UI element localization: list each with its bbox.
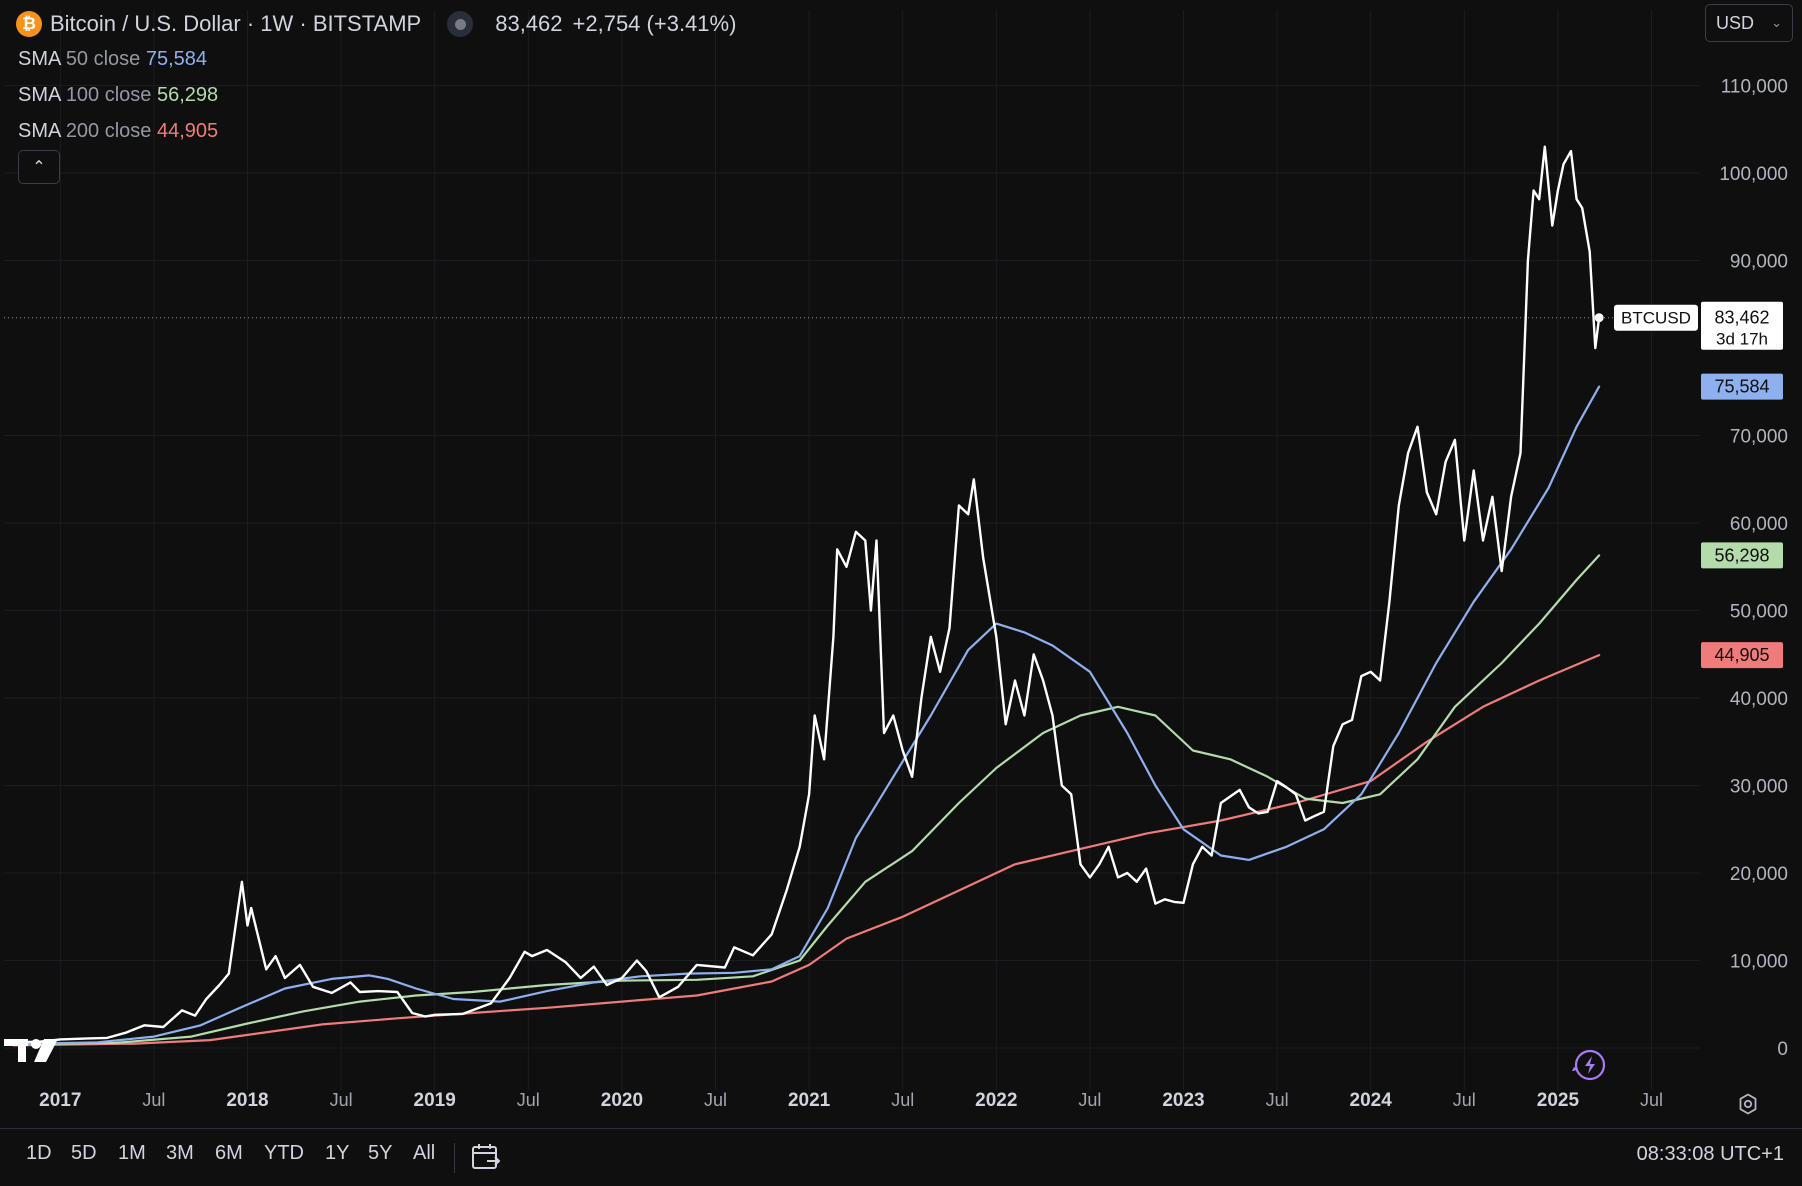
- symbol-title[interactable]: Bitcoin / U.S. Dollar · 1W · BITSTAMP: [50, 11, 422, 36]
- series-line-sma-100: [12, 554, 1601, 1046]
- x-tick-label: Jul: [891, 1090, 914, 1110]
- x-tick-label: 2018: [226, 1090, 268, 1111]
- y-tick-label: 30,000: [1730, 777, 1788, 798]
- y-tick-label: 0: [1777, 1039, 1788, 1060]
- collapse-legend-button[interactable]: ⌃: [18, 150, 60, 184]
- chevron-down-icon: ⌄: [1771, 15, 1782, 30]
- bottom-toolbar: 1D 5D 1M 3M 6M YTD 1Y 5Y All 08:33:08 UT…: [0, 1128, 1802, 1186]
- status-dot-icon: [447, 11, 474, 37]
- legend-value: 44,905: [157, 120, 219, 142]
- x-tick-label: Jul: [1078, 1090, 1101, 1110]
- y-tick-label: 10,000: [1730, 952, 1788, 973]
- x-tick-label: Jul: [1640, 1090, 1663, 1110]
- sma-price-box: [1701, 542, 1783, 569]
- x-tick-label: Jul: [1453, 1090, 1476, 1110]
- x-tick-label: Jul: [517, 1090, 540, 1110]
- x-tick-label: 2020: [601, 1090, 643, 1111]
- series-layer: [12, 145, 1601, 1047]
- legend-value: 75,584: [145, 48, 208, 70]
- x-tick-label: Jul: [330, 1090, 353, 1110]
- y-tick-label: 50,000: [1730, 602, 1788, 623]
- x-tick-label: Jul: [704, 1090, 727, 1110]
- x-tick-label: 2021: [788, 1090, 831, 1111]
- y-tick-label: 20,000: [1730, 864, 1788, 885]
- tradingview-logo-icon[interactable]: [4, 1036, 66, 1066]
- currency-select[interactable]: USD ⌄: [1705, 4, 1793, 42]
- price-chart[interactable]: 0 10,000 20,000 30,000 40,000 50,000 60,000 70,…: [0, 0, 1802, 1130]
- range-button-5d[interactable]: 5D: [71, 1142, 97, 1164]
- y-tick-label: 70,000: [1730, 427, 1788, 448]
- header-change: +2,754 (+3.41%): [572, 11, 737, 36]
- series-line-sma-50: [12, 385, 1601, 1046]
- legend-name: SMA: [18, 84, 61, 106]
- legend-sma-50[interactable]: SMA 50 close 75,584: [18, 48, 207, 71]
- last-price-dot: [1594, 313, 1604, 323]
- legend-value: 56,298: [157, 84, 219, 106]
- bitcoin-icon: ₿: [16, 11, 42, 37]
- symbol-tag: [1614, 304, 1698, 331]
- range-button-all[interactable]: All: [413, 1142, 436, 1164]
- x-tick-label: 2024: [1350, 1090, 1393, 1111]
- x-tick-label: 2023: [1162, 1090, 1204, 1111]
- legend-name: SMA: [18, 120, 61, 142]
- range-button-ytd[interactable]: YTD: [264, 1142, 304, 1164]
- currency-value: USD: [1716, 12, 1755, 33]
- range-button-1d[interactable]: 1D: [26, 1142, 52, 1164]
- x-tick-label: 2025: [1537, 1090, 1580, 1111]
- grid-lines: [4, 10, 1700, 1090]
- x-tick-label: 2017: [39, 1090, 81, 1111]
- range-button-6m[interactable]: 6M: [215, 1142, 243, 1164]
- legend-sma-100[interactable]: SMA 100 close 56,298: [18, 84, 218, 107]
- last-price-box: [1701, 301, 1783, 350]
- series-line-btcusd: [12, 145, 1601, 1044]
- toolbar-divider: [454, 1143, 455, 1173]
- range-button-1y[interactable]: 1Y: [325, 1142, 350, 1164]
- legend-params: 200 close: [65, 120, 152, 142]
- legend-sma-200[interactable]: SMA 200 close 44,905: [18, 120, 218, 143]
- legend-params: 50 close: [65, 48, 141, 70]
- legend-params: 100 close: [65, 84, 152, 106]
- countdown-text: 3d 17h: [1716, 330, 1768, 349]
- range-button-5y[interactable]: 5Y: [368, 1142, 393, 1164]
- sma-price-text: 44,905: [1714, 645, 1769, 665]
- clock-display[interactable]: 08:33:08 UTC+1: [1636, 1143, 1784, 1165]
- x-tick-label: Jul: [1266, 1090, 1289, 1110]
- y-tick-label: 40,000: [1730, 689, 1788, 710]
- y-tick-label: 110,000: [1721, 77, 1788, 98]
- sma-price-box: [1701, 642, 1783, 669]
- header-price: 83,462: [495, 11, 563, 36]
- chevron-up-icon: ⌃: [32, 159, 46, 176]
- y-tick-label: 100,000: [1719, 164, 1788, 185]
- chart-header: ₿ Bitcoin / U.S. Dollar · 1W · BITSTAMP …: [16, 8, 736, 40]
- last-price-text: 83,462: [1714, 308, 1769, 328]
- sma-price-text: 75,584: [1714, 377, 1769, 397]
- y-tick-label: 60,000: [1730, 514, 1788, 535]
- lightning-icon: [1572, 1049, 1606, 1081]
- legend-name: SMA: [18, 48, 61, 70]
- price-labels-layer: BTCUSD 83,462 3d 17h 75,584 56,298 44,905: [4, 301, 1783, 1081]
- sma-price-text: 56,298: [1714, 545, 1769, 565]
- y-tick-label: 90,000: [1730, 252, 1788, 273]
- range-button-1m[interactable]: 1M: [118, 1142, 146, 1164]
- x-tick-label: 2022: [975, 1090, 1017, 1111]
- calendar-icon[interactable]: [470, 1141, 502, 1173]
- symbol-tag-text: BTCUSD: [1621, 309, 1691, 328]
- axes: 0 10,000 20,000 30,000 40,000 50,000 60,000 70,…: [39, 77, 1788, 1112]
- settings-icon[interactable]: [1736, 1092, 1760, 1116]
- x-tick-label: 2019: [414, 1090, 456, 1111]
- x-tick-label: Jul: [142, 1090, 165, 1110]
- range-button-3m[interactable]: 3M: [166, 1142, 194, 1164]
- series-line-sma-200: [12, 654, 1601, 1047]
- sma-price-box: [1701, 373, 1783, 400]
